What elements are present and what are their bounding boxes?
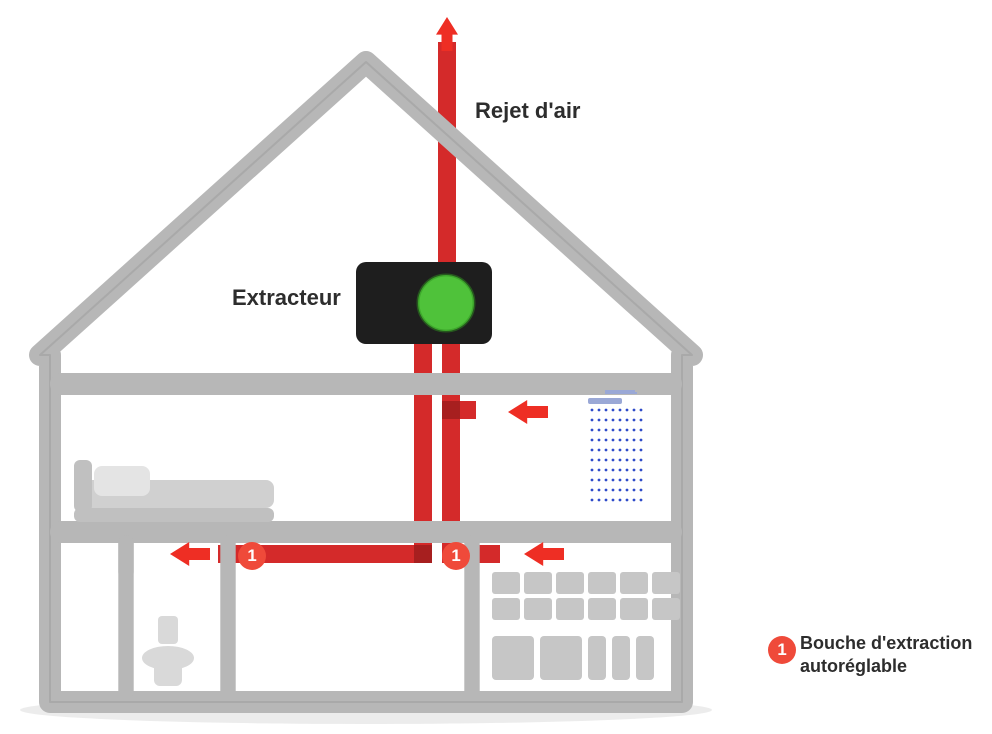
svg-text:1: 1	[451, 546, 460, 565]
svg-text:1: 1	[777, 640, 786, 659]
legend-text: Bouche d'extraction autoréglable	[800, 632, 980, 677]
svg-text:1: 1	[247, 546, 256, 565]
label-extracteur: Extracteur	[232, 285, 341, 311]
label-rejet: Rejet d'air	[475, 98, 581, 124]
